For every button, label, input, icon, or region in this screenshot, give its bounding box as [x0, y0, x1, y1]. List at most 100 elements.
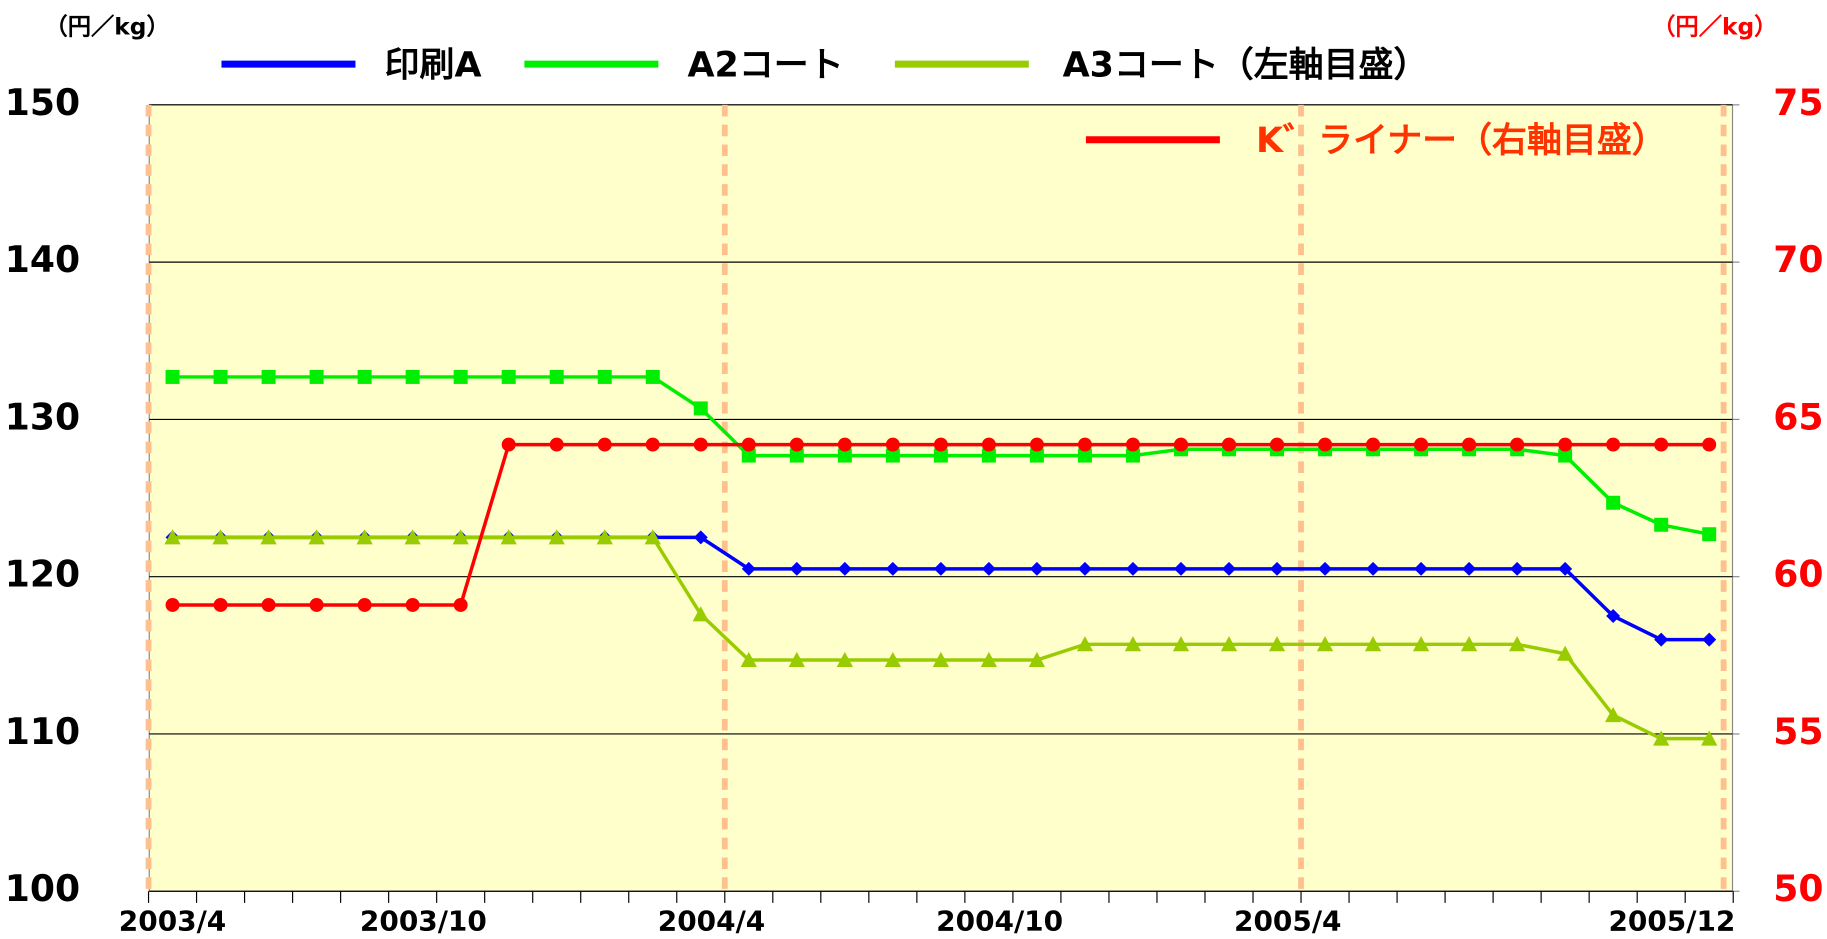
point [597, 369, 612, 384]
point [1173, 437, 1188, 452]
point [1364, 636, 1382, 652]
point [500, 529, 517, 545]
point [1222, 561, 1236, 576]
point [933, 448, 948, 463]
point [213, 598, 228, 612]
point [549, 437, 564, 452]
point [1606, 437, 1621, 452]
y-tick-label: 120 [5, 553, 80, 596]
point [789, 448, 804, 463]
point [212, 529, 229, 545]
point [981, 448, 996, 463]
point [1366, 437, 1381, 452]
point [165, 369, 180, 384]
point [1318, 437, 1333, 452]
point [1076, 636, 1094, 652]
point [981, 437, 996, 452]
legend-label: K゛ライナー（右軸目盛） [1256, 121, 1667, 161]
y2-tick-label: 75 [1773, 81, 1823, 124]
x-tick-label: 2004/10 [936, 905, 1063, 938]
point [1220, 636, 1238, 652]
point [1028, 651, 1046, 668]
y-tick-label: 100 [5, 867, 80, 910]
point [885, 561, 900, 576]
point [405, 598, 420, 612]
point [933, 437, 948, 452]
point [260, 529, 277, 545]
point [884, 651, 902, 668]
point [645, 369, 660, 384]
point [1558, 437, 1573, 452]
point [1412, 636, 1430, 652]
point [165, 598, 180, 612]
marks [145, 104, 1733, 892]
point [1077, 437, 1092, 452]
point [1173, 561, 1188, 576]
point [1318, 561, 1333, 576]
point [1462, 561, 1477, 576]
point [309, 369, 324, 384]
point [1558, 448, 1573, 463]
point [1270, 437, 1285, 452]
y2-tick-label: 55 [1773, 710, 1823, 753]
point [597, 437, 612, 452]
point [1366, 561, 1381, 576]
point [693, 401, 708, 416]
point [1702, 527, 1717, 542]
point [1462, 437, 1477, 452]
point [548, 529, 565, 545]
point [836, 651, 853, 668]
point [1654, 437, 1669, 452]
y2-tick-label: 50 [1773, 867, 1823, 910]
point [1172, 636, 1190, 652]
point [1606, 609, 1621, 623]
x-tick-label: 2005/4 [1234, 905, 1341, 938]
point [741, 448, 756, 463]
point [1414, 561, 1429, 576]
point [356, 529, 373, 545]
y2-tick-label: 65 [1773, 395, 1823, 438]
point [164, 529, 181, 545]
point [741, 437, 756, 452]
point [357, 369, 372, 384]
point [549, 369, 564, 384]
legend-label: A3コート（左軸目盛） [1063, 45, 1429, 85]
point [1414, 437, 1429, 452]
y-tick-label: 130 [5, 395, 80, 438]
legend-label: 印刷A [385, 45, 482, 85]
point [933, 561, 948, 576]
point [405, 369, 420, 384]
point [885, 437, 900, 452]
point [1702, 437, 1717, 452]
point [789, 437, 804, 452]
point [501, 437, 516, 452]
y-tick-label: 110 [5, 710, 80, 753]
point [789, 561, 804, 576]
point [1077, 561, 1092, 576]
x-tick-label: 2004/4 [658, 905, 765, 938]
point [452, 529, 469, 545]
point [1077, 448, 1092, 463]
point [693, 437, 708, 452]
y2-tick-label: 60 [1773, 553, 1823, 596]
point [837, 448, 852, 463]
point [1029, 448, 1044, 463]
point [1222, 437, 1236, 452]
x-tick-label: 2003/4 [119, 905, 226, 938]
point [1654, 517, 1669, 532]
point [1316, 636, 1334, 652]
x-tick-label: 2003/10 [360, 905, 487, 938]
point [1510, 437, 1525, 452]
point [932, 651, 950, 668]
x-tick-label: 2005/12 [1608, 905, 1735, 938]
point [1556, 645, 1574, 661]
point [837, 437, 852, 452]
point [1508, 636, 1526, 652]
point [453, 369, 468, 384]
point [1702, 632, 1717, 647]
y-tick-label: 150 [5, 81, 80, 124]
y2-unit: （円／kg） [1652, 13, 1777, 40]
point [1460, 636, 1478, 652]
point [261, 598, 276, 612]
